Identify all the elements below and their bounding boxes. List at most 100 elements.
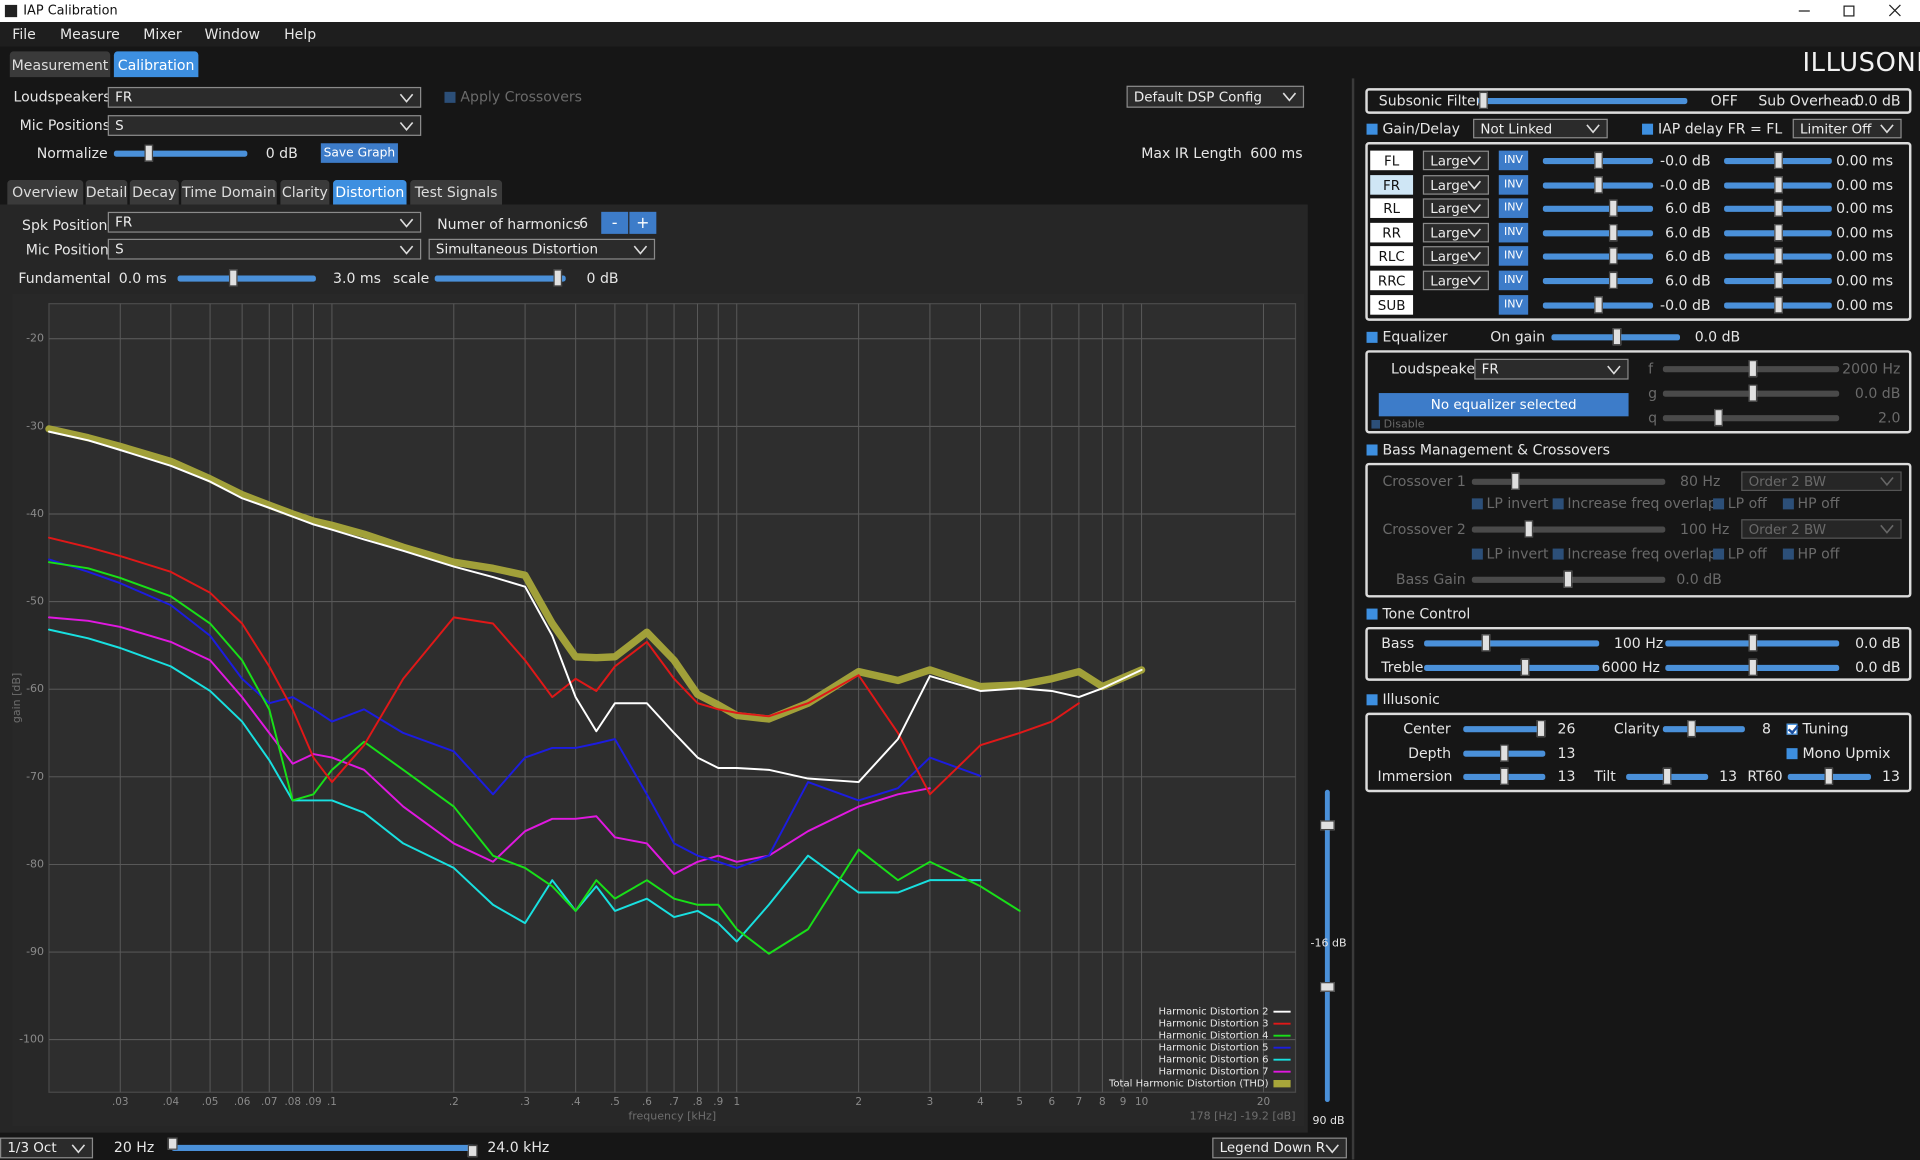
dropdown[interactable]: Large	[1422, 150, 1489, 171]
analysis-tab[interactable]: Time Domain	[181, 180, 277, 205]
checkbox[interactable]	[444, 91, 456, 103]
menu-item[interactable]: Mixer	[143, 25, 182, 43]
slider-thumb[interactable]	[1520, 658, 1530, 676]
slider-thumb[interactable]	[167, 1137, 178, 1150]
slider-thumb[interactable]	[144, 144, 154, 162]
dropdown[interactable]: Large	[1422, 222, 1489, 243]
slider-thumb[interactable]	[1594, 296, 1603, 314]
button[interactable]: INV	[1498, 198, 1529, 218]
restore[interactable]	[1843, 5, 1855, 17]
slider-thumb[interactable]	[1608, 199, 1618, 217]
checkbox[interactable]	[1371, 420, 1380, 429]
slider-track[interactable]	[1542, 205, 1654, 212]
channel-name[interactable]: SUB	[1370, 295, 1414, 315]
analysis-tab[interactable]: Decay	[129, 180, 179, 205]
slider-track[interactable]	[1471, 526, 1666, 533]
slider-thumb[interactable]	[1748, 384, 1758, 402]
channel-name[interactable]: FL	[1370, 150, 1414, 171]
checkbox[interactable]	[1366, 694, 1378, 706]
dropdown[interactable]: Simultaneous Distortion	[428, 238, 656, 260]
slider-thumb[interactable]	[1687, 720, 1696, 738]
slider-thumb[interactable]	[228, 269, 238, 287]
slider-thumb[interactable]	[1824, 767, 1834, 785]
slider-thumb[interactable]	[1774, 199, 1783, 217]
channel-name[interactable]: RR	[1370, 222, 1414, 243]
checkbox[interactable]	[1713, 548, 1725, 560]
slider-thumb[interactable]	[1594, 151, 1603, 169]
button[interactable]: INV	[1498, 175, 1529, 195]
slider-thumb[interactable]	[1774, 224, 1783, 242]
slider-thumb[interactable]	[467, 1144, 478, 1158]
slider-thumb[interactable]	[1536, 720, 1546, 738]
checkbox[interactable]	[1782, 548, 1794, 560]
slider-thumb[interactable]	[1511, 472, 1520, 490]
slider-thumb[interactable]	[1563, 570, 1573, 588]
button[interactable]: Save Graph	[320, 143, 398, 163]
slider-track[interactable]	[1471, 478, 1666, 485]
analysis-tab[interactable]: Clarity	[280, 180, 330, 205]
slider-thumb[interactable]	[1320, 820, 1335, 831]
checkbox[interactable]	[1366, 444, 1378, 456]
dropdown[interactable]: Not Linked	[1473, 118, 1608, 139]
slider-thumb[interactable]	[1608, 224, 1618, 242]
slider-track[interactable]	[1477, 97, 1688, 105]
slider-thumb[interactable]	[1774, 176, 1783, 194]
slider-thumb[interactable]	[1774, 151, 1783, 169]
dropdown[interactable]: Default DSP Config	[1126, 85, 1305, 108]
checkbox[interactable]	[1366, 331, 1378, 343]
checkbox[interactable]	[1786, 723, 1798, 735]
slider-thumb[interactable]	[1479, 91, 1488, 109]
menu-item[interactable]: Measure	[60, 25, 120, 43]
dropdown[interactable]: Order 2 BW	[1741, 519, 1902, 539]
slider-thumb[interactable]	[1320, 982, 1335, 992]
dropdown[interactable]: Large	[1422, 198, 1489, 218]
slider-track[interactable]	[434, 275, 566, 282]
dropdown[interactable]: S	[107, 115, 422, 136]
checkbox[interactable]	[1471, 498, 1483, 510]
dropdown[interactable]: FR	[1474, 358, 1629, 380]
slider-thumb[interactable]	[1714, 408, 1723, 427]
slider-thumb[interactable]	[1500, 744, 1509, 762]
slider-track[interactable]	[1662, 415, 1840, 422]
analysis-tab[interactable]: Distortion	[333, 180, 407, 205]
checkbox[interactable]	[1552, 498, 1564, 510]
slider-thumb[interactable]	[1608, 247, 1618, 265]
button[interactable]: INV	[1498, 295, 1529, 315]
button[interactable]: INV	[1498, 270, 1529, 291]
mode-tab[interactable]: Measurement	[9, 51, 111, 78]
slider-track[interactable]	[171, 1144, 476, 1152]
mode-tab[interactable]: Calibration	[113, 51, 199, 78]
analysis-tab[interactable]: Overview	[7, 180, 84, 205]
checkbox[interactable]	[1786, 748, 1798, 760]
slider-thumb[interactable]	[1748, 658, 1758, 676]
menu-item[interactable]: Window	[204, 25, 261, 43]
slider-thumb[interactable]	[1748, 634, 1758, 652]
menu-item[interactable]: Help	[284, 25, 317, 43]
button[interactable]: -	[601, 211, 629, 234]
slider-thumb[interactable]	[553, 269, 563, 287]
analysis-tab[interactable]: Test Signals	[410, 180, 503, 205]
close[interactable]	[1888, 4, 1901, 17]
slider-thumb[interactable]	[1774, 296, 1783, 314]
window-controls[interactable]	[1788, 0, 1920, 22]
slider-thumb[interactable]	[1612, 328, 1622, 346]
button[interactable]: INV	[1498, 222, 1529, 243]
dropdown[interactable]: Order 2 BW	[1741, 471, 1902, 492]
slider-track[interactable]	[1542, 277, 1654, 285]
button[interactable]: INV	[1498, 246, 1529, 266]
dropdown[interactable]: S	[107, 238, 422, 260]
dropdown[interactable]: 1/3 Oct	[0, 1137, 94, 1159]
checkbox[interactable]	[1366, 608, 1378, 620]
slider-thumb[interactable]	[1662, 767, 1672, 785]
analysis-tab[interactable]: Detail	[85, 180, 128, 205]
slider-thumb[interactable]	[1594, 176, 1603, 194]
slider-thumb[interactable]	[1774, 271, 1783, 289]
slider-track[interactable]	[113, 150, 248, 157]
checkbox[interactable]	[1782, 498, 1794, 510]
dropdown[interactable]: Large	[1422, 270, 1489, 291]
channel-name[interactable]: RRC	[1370, 270, 1414, 291]
slider-track[interactable]	[1324, 789, 1330, 1103]
button[interactable]: No equalizer selected	[1378, 393, 1629, 417]
channel-name[interactable]: FR	[1370, 175, 1414, 195]
checkbox[interactable]	[1642, 123, 1654, 135]
